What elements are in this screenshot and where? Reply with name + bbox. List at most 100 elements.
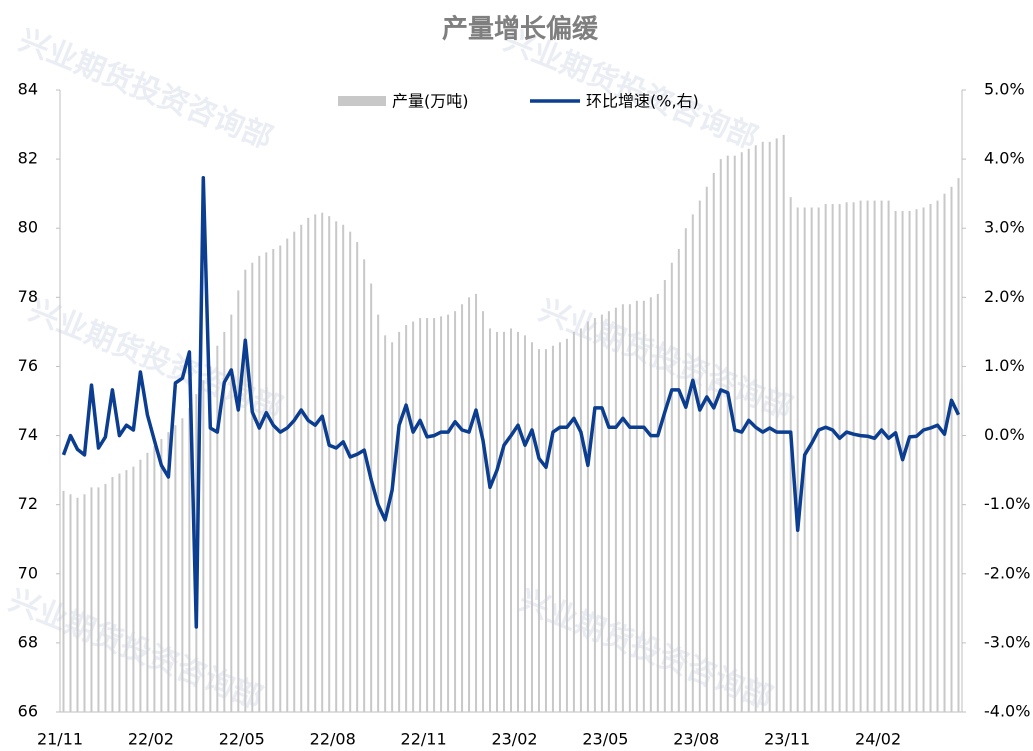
bar [244,269,247,712]
bar [810,207,813,712]
y-tick-label: 80 [18,218,38,237]
bar [139,459,142,712]
bar [838,204,841,713]
bar [894,210,897,712]
bar [328,216,331,712]
bar [530,342,533,712]
bar [677,248,680,712]
bar [873,200,876,713]
bar [468,297,471,712]
bar [202,380,205,712]
bar [153,445,156,712]
bar [852,202,855,713]
bar [880,200,883,713]
bar [607,311,610,712]
bar [775,138,778,712]
bar [370,283,373,712]
bar [691,214,694,712]
bar [349,231,352,712]
bar [461,304,464,712]
bar [363,259,366,712]
y2-tick-label: 3.0% [984,218,1025,237]
y2-tick-label: 1.0% [984,356,1025,375]
y-tick-label: 72 [18,494,38,513]
bar [391,342,394,712]
bar [726,155,729,713]
bar [342,224,345,712]
bar [356,242,359,713]
bar [670,262,673,712]
bar [649,297,652,712]
bar [733,155,736,713]
bar [405,324,408,712]
bar [621,304,624,712]
bar [600,314,603,712]
bar [663,280,666,712]
y-tick-label: 74 [18,425,38,444]
bar [782,134,785,712]
bar [593,318,596,712]
legend-label: 环比增速(%,右) [586,92,699,111]
y-tick-label: 82 [18,149,38,168]
bar [433,318,436,712]
y-tick-label: 76 [18,356,38,375]
bar [503,331,506,712]
bar [565,338,568,712]
x-tick-label: 22/11 [401,730,447,749]
bar [230,314,233,712]
watermark: 兴业期货投资咨询部 [4,583,267,717]
y-tick-label: 70 [18,563,38,582]
bar [216,345,219,712]
bar [160,439,163,712]
bar [174,425,177,712]
y-tick-label: 78 [18,287,38,306]
bar [817,207,820,712]
bar [440,316,443,712]
bar [125,470,128,712]
legend-swatch [338,96,386,106]
bar [209,366,212,712]
bar [705,186,708,712]
x-tick-label: 24/02 [855,730,901,749]
bar [698,200,701,713]
bar [922,207,925,712]
bar [572,331,575,712]
bar [293,231,296,712]
y2-tick-label: 2.0% [984,287,1025,306]
bar [523,335,526,712]
bar [496,331,499,712]
bar [167,432,170,712]
bar [237,290,240,712]
y-tick-label: 68 [18,632,38,651]
bar [97,487,100,712]
bar [384,335,387,712]
bar [69,494,72,712]
bar [265,252,268,712]
bar [901,210,904,712]
bar [300,224,303,712]
bar [188,407,191,712]
bar [950,186,953,712]
x-tick-label: 22/05 [219,730,265,749]
bar [551,345,554,712]
bar [83,494,86,712]
line [61,176,961,629]
x-tick-label: 23/11 [764,730,810,749]
bar [258,255,261,712]
x-tick-label: 23/05 [582,730,628,749]
x-tick-label: 23/02 [491,730,537,749]
bar [628,304,631,712]
bar [943,193,946,712]
bar [272,248,275,712]
bar [146,452,149,712]
bar [314,214,317,712]
bar [132,466,135,712]
legend-label: 产量(万吨) [392,92,469,111]
bar [845,202,848,713]
bar [747,148,750,712]
bar [859,200,862,713]
bar [635,300,638,712]
bar [684,228,687,712]
y-tick-label: 84 [18,80,38,99]
